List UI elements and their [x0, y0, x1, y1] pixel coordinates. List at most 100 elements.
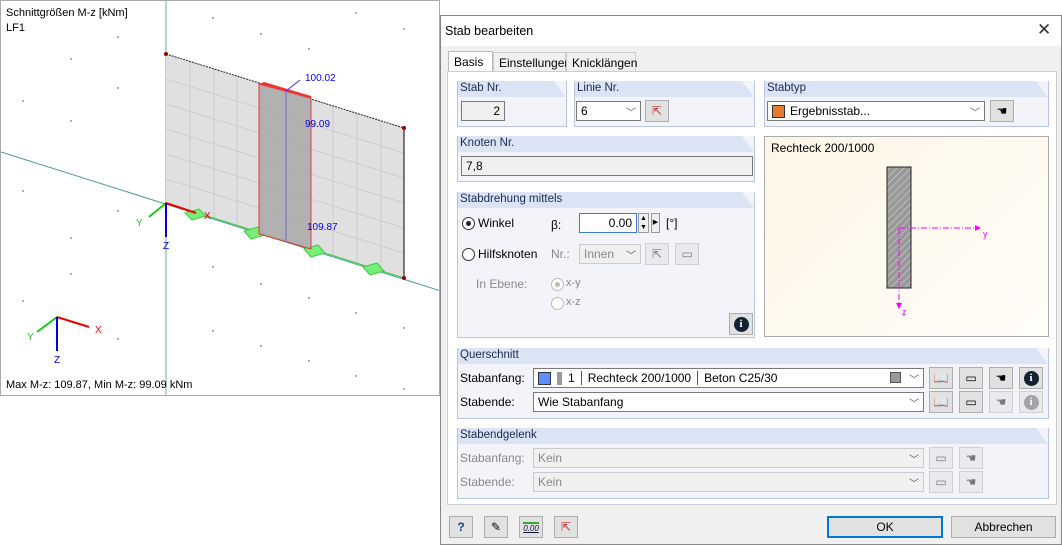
tab-knicklaengen[interactable]: Knicklängen [566, 52, 637, 72]
tab-einstellungen[interactable]: Einstellungen [493, 52, 571, 72]
pick-button[interactable]: ⇱ [554, 516, 578, 538]
ok-button[interactable]: OK [827, 516, 943, 538]
knoten-nr-field: 7,8 [461, 156, 753, 176]
winkel-radio[interactable] [462, 217, 475, 230]
z-arrow-icon [896, 303, 902, 309]
querschnitt-end-select[interactable]: Wie Stabanfang ﹀ [533, 392, 924, 412]
xy-radio[interactable] [551, 278, 564, 291]
chevron-down-icon: ﹀ [970, 108, 980, 119]
pick-node-button[interactable]: ⇱ [645, 243, 669, 265]
grid-dots [22, 12, 405, 390]
library-button[interactable]: 📖 [929, 391, 953, 413]
cancel-button[interactable]: Abbrechen [951, 516, 1056, 538]
stabtyp-select[interactable]: Ergebnisstab... ﹀ [767, 101, 985, 121]
winkel-label: Winkel [478, 216, 515, 230]
new-hinge-button[interactable]: ▭ [929, 471, 953, 493]
edit-section-button[interactable]: ☚ [989, 367, 1013, 389]
close-icon[interactable]: ✕ [1037, 20, 1052, 39]
book-icon: 📖 [933, 395, 949, 409]
pick-cursor-icon: ⇱ [651, 247, 663, 261]
new-section-button[interactable]: ▭ [959, 391, 983, 413]
menu-arrow-icon[interactable]: ▶ [651, 213, 660, 233]
info-button[interactable]: i [1019, 367, 1043, 389]
edit-hinge-button[interactable]: ☚ [959, 447, 983, 469]
chevron-down-icon: ﹀ [909, 399, 919, 410]
3d-view[interactable]: Schnittgrößen M-z [kNm] LF1 100.02 99.09… [0, 0, 440, 396]
group-header: Knoten Nr. [458, 136, 754, 152]
beta-input[interactable]: 0.00 [579, 213, 637, 233]
group-querschnitt: Querschnitt Stabanfang: 1 Rechteck 200/1… [457, 348, 1049, 419]
section-number: 1 [568, 371, 575, 385]
node [164, 52, 168, 56]
axis-label-z: Z [163, 241, 170, 252]
pick-cursor-icon: ⇱ [651, 104, 663, 118]
hilfsknoten-select[interactable]: Innen ﹀ [579, 244, 641, 264]
pick-line-button[interactable]: ⇱ [645, 100, 669, 122]
gelenk-end-select[interactable]: Kein ﹀ [533, 472, 924, 492]
axis-label-z: Z [54, 355, 61, 366]
chevron-down-icon: ﹀ [626, 108, 636, 119]
edit-stabtyp-button[interactable]: ☚ [990, 100, 1014, 122]
info-icon: i [1023, 394, 1039, 410]
result-label: 100.02 [305, 73, 336, 84]
color-swatch [890, 372, 901, 383]
group-header: Linie Nr. [575, 81, 754, 97]
result-label: 99.09 [305, 119, 331, 130]
cross-section-drawing [886, 166, 981, 309]
group-stabendgelenk: Stabendgelenk Stabanfang: Kein ﹀ ▭ ☚ Stab… [457, 428, 1049, 499]
linie-nr-select[interactable]: 6 ﹀ [576, 101, 641, 121]
edit-hand-icon: ☚ [965, 451, 977, 465]
xy-label: x-y [566, 277, 581, 289]
in-ebene-label: In Ebene: [476, 277, 528, 291]
title-bar: Stab bearbeiten ✕ [441, 16, 1061, 46]
notes-button[interactable]: ✎ [484, 516, 508, 538]
preview-title: Rechteck 200/1000 [771, 141, 875, 155]
info-button[interactable]: i [1019, 391, 1043, 413]
library-button[interactable]: 📖 [929, 367, 953, 389]
xz-label: x-z [566, 296, 581, 308]
group-header: Stabendgelenk [458, 428, 1048, 444]
info-icon: i [1023, 370, 1039, 386]
querschnitt-start-select[interactable]: 1 Rechteck 200/1000 Beton C25/30 ﹀ [533, 368, 924, 388]
hilfsknoten-radio[interactable] [462, 248, 475, 261]
decimal-icon: 0.00 [523, 521, 539, 533]
group-header: Querschnitt [458, 348, 1048, 364]
spin-stepper[interactable]: ▲ ▼ [638, 213, 649, 233]
edit-hand-icon: ☚ [965, 475, 977, 489]
units-button[interactable]: 0.00 [519, 516, 543, 538]
gelenk-start-select[interactable]: Kein ﹀ [533, 448, 924, 468]
book-icon: 📖 [933, 371, 949, 385]
result-label: 109.87 [307, 222, 338, 233]
edit-hinge-button[interactable]: ☚ [959, 471, 983, 493]
new-item-icon: ▭ [935, 475, 947, 489]
edit-hand-icon: ☚ [996, 104, 1008, 118]
material-swatch [557, 371, 562, 385]
chevron-down-icon: ﹀ [909, 375, 919, 386]
edit-member-dialog: Stab bearbeiten ✕ Basis Einstellungen Kn… [440, 15, 1062, 545]
y-axis-arrow [148, 202, 167, 218]
info-button[interactable]: i [729, 313, 753, 335]
stabtyp-value: Ergebnisstab... [790, 104, 871, 118]
help-button[interactable]: ? [449, 516, 473, 538]
section-material: Beton C25/30 [704, 371, 778, 385]
group-stabdrehung: Stabdrehung mittels Winkel β: 0.00 ▲ ▼ ▶ … [457, 192, 755, 338]
new-section-button[interactable]: ▭ [959, 367, 983, 389]
edit-hand-icon: ☚ [995, 395, 1007, 409]
hilfsknoten-value: Innen [584, 247, 615, 261]
axis-label-y: Y [136, 218, 143, 229]
group-stabtyp: Stabtyp Ergebnisstab... ﹀ ☚ [764, 81, 1049, 127]
axis-label-x: X [204, 211, 211, 222]
new-hinge-button[interactable]: ▭ [929, 447, 953, 469]
nr-label: Nr.: [551, 247, 570, 261]
new-node-button[interactable]: ▭ [675, 243, 699, 265]
view-title: Schnittgrößen M-z [kNm] [6, 7, 128, 19]
tab-basis[interactable]: Basis [448, 51, 493, 73]
node [402, 126, 406, 130]
load-case: LF1 [6, 22, 25, 34]
xz-radio[interactable] [551, 297, 564, 310]
edit-section-button[interactable]: ☚ [989, 391, 1013, 413]
stab-nr-field: 2 [461, 101, 505, 121]
status-text: Max M-z: 109.87, Min M-z: 99.09 kNm [6, 379, 193, 391]
axis-label-y: Y [27, 332, 34, 343]
stabanfang-label: Stabanfang: [460, 371, 525, 385]
